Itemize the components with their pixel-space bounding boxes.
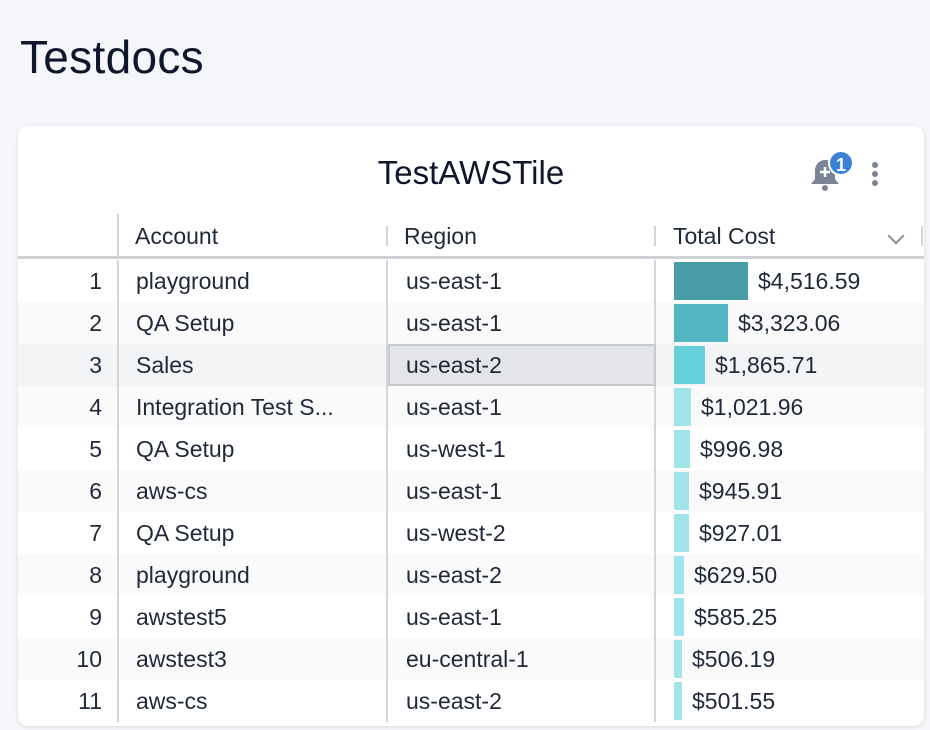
- cost-bar: [674, 346, 705, 384]
- region-cell[interactable]: us-east-1: [406, 604, 502, 630]
- cost-bar: [674, 430, 690, 468]
- row-index: 3: [89, 352, 102, 378]
- account-cell[interactable]: awstest5: [136, 604, 227, 630]
- tile-title: TestAWSTile: [377, 154, 565, 191]
- table-header: Account Region Total Cost: [18, 214, 924, 259]
- cost-bar: [674, 514, 689, 552]
- row-index: 6: [89, 478, 102, 504]
- region-cell[interactable]: us-east-1: [406, 268, 502, 294]
- table-row[interactable]: 2 QA Setup us-east-1 $3,323.06: [18, 302, 924, 344]
- row-index: 7: [89, 520, 102, 546]
- column-header-total-cost[interactable]: Total Cost: [673, 223, 776, 249]
- table-row[interactable]: 3 Sales us-east-2 $1,865.71: [18, 344, 924, 386]
- account-cell[interactable]: aws-cs: [136, 478, 208, 504]
- cost-bar: [674, 304, 728, 342]
- account-cell[interactable]: Sales: [136, 352, 194, 378]
- chevron-down-icon[interactable]: [887, 227, 905, 245]
- account-cell[interactable]: QA Setup: [136, 436, 235, 462]
- region-cell[interactable]: us-east-2: [406, 352, 502, 378]
- account-cell[interactable]: aws-cs: [136, 688, 208, 714]
- region-cell[interactable]: us-east-1: [406, 310, 502, 336]
- column-header-account[interactable]: Account: [135, 223, 219, 249]
- total-cost-cell[interactable]: $501.55: [692, 688, 776, 714]
- row-index: 4: [89, 394, 102, 420]
- table-row[interactable]: 11 aws-cs us-east-2 $501.55: [18, 680, 924, 722]
- total-cost-cell[interactable]: $996.98: [700, 436, 784, 462]
- cost-bar: [674, 472, 689, 510]
- total-cost-cell[interactable]: $927.01: [699, 520, 783, 546]
- table-row[interactable]: 4 Integration Test S... us-east-1 $1,021.96: [18, 386, 924, 428]
- region-cell[interactable]: us-east-1: [406, 478, 502, 504]
- region-cell[interactable]: us-east-1: [406, 394, 502, 420]
- row-index: 2: [89, 310, 102, 336]
- selected-cell[interactable]: [388, 344, 656, 386]
- table-row[interactable]: 7 QA Setup us-west-2 $927.01: [18, 512, 924, 554]
- total-cost-cell[interactable]: $1,865.71: [715, 352, 818, 378]
- account-cell[interactable]: QA Setup: [136, 310, 235, 336]
- table-row[interactable]: 9 awstest5 us-east-1 $585.25: [18, 596, 924, 638]
- row-index: 8: [89, 562, 102, 588]
- notification-badge[interactable]: 1: [828, 150, 854, 176]
- cost-bar: [674, 640, 682, 678]
- region-cell[interactable]: us-east-2: [406, 562, 502, 588]
- region-cell[interactable]: us-east-2: [406, 688, 502, 714]
- total-cost-cell[interactable]: $629.50: [694, 562, 778, 588]
- total-cost-cell[interactable]: $585.25: [694, 604, 778, 630]
- account-cell[interactable]: QA Setup: [136, 520, 235, 546]
- region-cell[interactable]: eu-central-1: [406, 646, 529, 672]
- cost-bar: [674, 388, 691, 426]
- cost-bar: [674, 682, 682, 720]
- row-index: 10: [76, 646, 102, 672]
- column-header-region[interactable]: Region: [404, 223, 477, 249]
- table-row[interactable]: 8 playground us-east-2 $629.50: [18, 554, 924, 596]
- total-cost-cell[interactable]: $1,021.96: [701, 394, 804, 420]
- page-title: Testdocs: [20, 31, 204, 83]
- total-cost-cell[interactable]: $4,516.59: [758, 268, 861, 294]
- total-cost-cell[interactable]: $506.19: [692, 646, 776, 672]
- cost-bar: [674, 262, 748, 300]
- row-index: 1: [89, 268, 102, 294]
- table-row[interactable]: 5 QA Setup us-west-1 $996.98: [18, 428, 924, 470]
- cost-bar: [674, 598, 684, 636]
- row-index: 9: [89, 604, 102, 630]
- region-cell[interactable]: us-west-2: [406, 520, 506, 546]
- total-cost-cell[interactable]: $3,323.06: [738, 310, 841, 336]
- account-cell[interactable]: awstest3: [136, 646, 227, 672]
- row-index: 5: [89, 436, 102, 462]
- row-index: 11: [78, 688, 102, 714]
- cost-bar: [674, 556, 684, 594]
- table-row[interactable]: 1 playground us-east-1 $4,516.59: [18, 260, 924, 302]
- aws-tile: TestAWSTile 1 Account Region Total Cost …: [18, 126, 924, 726]
- table-row[interactable]: 6 aws-cs us-east-1 $945.91: [18, 470, 924, 512]
- account-cell[interactable]: playground: [136, 268, 250, 294]
- kebab-menu-icon[interactable]: [870, 162, 880, 188]
- account-cell[interactable]: Integration Test S...: [136, 394, 334, 420]
- region-cell[interactable]: us-west-1: [406, 436, 506, 462]
- table-row[interactable]: 10 awstest3 eu-central-1 $506.19: [18, 638, 924, 680]
- total-cost-cell[interactable]: $945.91: [699, 478, 783, 504]
- account-cell[interactable]: playground: [136, 562, 250, 588]
